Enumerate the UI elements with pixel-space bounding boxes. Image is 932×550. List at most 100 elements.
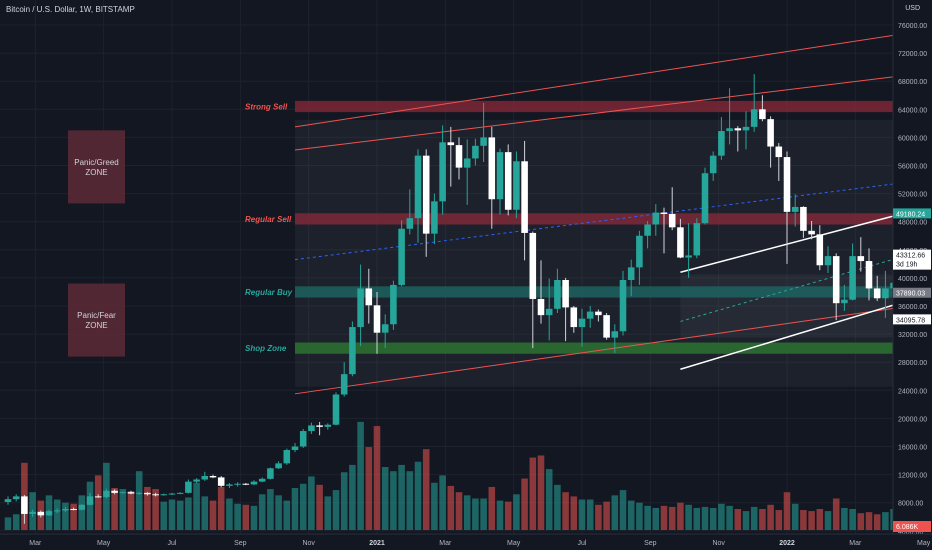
- price-tag: [893, 287, 931, 298]
- volume-bar: [144, 486, 151, 530]
- candle-body: [340, 374, 348, 395]
- x-tick-label: May: [507, 540, 521, 547]
- volume-bar: [750, 506, 758, 530]
- x-tick-label: 2022: [779, 540, 795, 547]
- volume-bar: [849, 509, 856, 530]
- y-tick-label: 36000.00: [898, 304, 927, 311]
- volume-bar: [86, 481, 94, 530]
- candle-body: [603, 315, 610, 338]
- volume-bar: [603, 501, 610, 530]
- volume-bar: [455, 492, 463, 530]
- volume-bar: [111, 488, 118, 530]
- candle-body: [660, 212, 668, 214]
- candle-body: [504, 152, 512, 210]
- candle-body: [283, 450, 291, 464]
- candle-body: [127, 492, 135, 494]
- x-tick-label: Jul: [168, 540, 177, 547]
- panic-zone-label: Panic/Fear: [77, 311, 116, 320]
- volume-bar: [283, 500, 291, 530]
- x-tick-label: Mar: [29, 540, 42, 547]
- candle-body: [324, 424, 332, 427]
- zone-band: [295, 213, 932, 225]
- candle-body: [53, 510, 61, 512]
- volume-bar: [217, 486, 225, 530]
- volume-bar: [439, 475, 446, 530]
- channel-upper-line: [294, 28, 932, 128]
- volume-bar: [627, 500, 635, 530]
- candle-body: [21, 496, 28, 514]
- candle-body: [578, 318, 586, 328]
- volume-bar: [882, 512, 889, 530]
- volume-bar: [185, 497, 192, 530]
- candle-body: [537, 298, 545, 316]
- volume-bar: [709, 507, 717, 530]
- x-tick-label: 2021: [369, 540, 385, 547]
- volume-bar: [554, 484, 561, 530]
- volume-bar: [373, 426, 381, 530]
- y-tick-label: 8000.00: [898, 501, 923, 508]
- candle-body: [234, 483, 241, 485]
- volume-bar: [390, 471, 397, 530]
- volume-bar: [226, 498, 233, 530]
- volume-bar: [619, 490, 627, 530]
- volume-tag-label: 6.086K: [896, 524, 919, 531]
- candle-body: [119, 492, 127, 494]
- candle-body: [168, 493, 176, 495]
- y-tick-label: 68000.00: [898, 79, 927, 86]
- volume-bar: [422, 449, 430, 530]
- candle-body: [373, 305, 381, 333]
- candle-body: [685, 255, 692, 258]
- x-tick-label: Nov: [712, 540, 725, 547]
- price-axis-bg: [893, 0, 932, 550]
- candle-body: [750, 109, 758, 127]
- candle-body: [849, 256, 856, 300]
- price-tag-countdown: 3d 19h: [896, 262, 918, 269]
- candle-body: [652, 212, 660, 225]
- volume-tag: [893, 521, 931, 532]
- candle-body: [841, 299, 848, 304]
- volume-bar: [800, 510, 807, 530]
- candle-body: [316, 425, 323, 427]
- volume-bar: [668, 506, 676, 530]
- zone-label: Regular Buy: [245, 288, 293, 297]
- currency-label: USD: [905, 5, 920, 12]
- volume-bar: [406, 471, 414, 530]
- volume-bar: [718, 503, 725, 530]
- candle-body: [275, 463, 282, 469]
- volume-bar: [693, 507, 701, 530]
- volume-bar: [234, 503, 241, 530]
- candle-body: [767, 119, 774, 147]
- candle-body: [488, 137, 496, 200]
- volume-bar: [783, 492, 791, 530]
- candle-body: [29, 511, 36, 514]
- volume-bar: [529, 457, 537, 530]
- y-tick-label: 52000.00: [898, 192, 927, 199]
- volume-bar: [463, 495, 471, 530]
- channel-upper-inner-line: [294, 71, 932, 151]
- y-tick-label: 72000.00: [898, 51, 927, 58]
- volume-bar: [62, 502, 69, 530]
- candle-body: [816, 234, 824, 266]
- volume-bar: [193, 482, 200, 530]
- candle-body: [439, 142, 446, 202]
- candle-body: [545, 308, 553, 316]
- x-tick-label: Sep: [644, 540, 657, 547]
- candle-body: [636, 235, 643, 268]
- price-tag: [893, 314, 931, 325]
- candle-body: [62, 509, 69, 511]
- candle-body: [742, 126, 750, 131]
- x-tick-label: Jul: [578, 540, 587, 547]
- y-tick-label: 76000.00: [898, 23, 927, 30]
- volume-bar: [119, 489, 127, 530]
- candle-body: [627, 267, 635, 281]
- candle-body: [414, 155, 422, 219]
- candle-body: [472, 145, 479, 159]
- volume-bar: [398, 464, 405, 530]
- y-tick-label: 28000.00: [898, 360, 927, 367]
- candles: [4, 74, 932, 524]
- volume-bar: [586, 499, 594, 530]
- candle-body: [406, 218, 414, 229]
- grid-lines: [0, 0, 925, 534]
